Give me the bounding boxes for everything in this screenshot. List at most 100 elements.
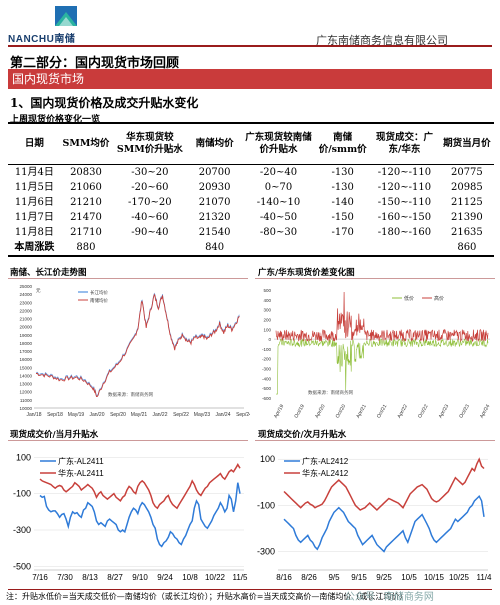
x-tick-label: 11/5 [233,573,249,582]
y-tick-label: 25000 [19,284,32,289]
x-tick-label: 10/15 [424,573,445,582]
y-tick-label: 0 [268,337,271,342]
x-tick-label: 10/8 [182,573,198,582]
table-cell: 21060 [70,182,102,193]
x-tick-label: Jan/20 [89,412,104,418]
y-tick-label: -600 [262,396,272,401]
x-tick-label: 9/24 [157,573,173,582]
table-row: 11月5日 21060 -20~60 20930 0~70 -130 -120~-110 20… [8,180,494,195]
table-cell: 11月8日 [14,227,54,238]
y-tick-label: 20000 [19,325,32,330]
table-cell: -170~20 [128,197,172,208]
series-huadong-line [39,463,241,510]
table-cell: -40~50 [259,212,298,223]
y-tick-label: 23000 [19,300,32,305]
chart1-svg: 25000 24000 23000 22000 21000 20000 19000 18000… [19,284,250,418]
table-cell: 20985 [450,182,483,193]
table-cell: -150 [331,212,354,223]
y-tick-label: 24000 [19,292,32,297]
series-changjiang-line [35,292,240,396]
x-tick-label: Oct/22 [417,403,430,419]
y-tick-label: -100 [13,489,31,499]
x-tick-label: 7/30 [57,573,73,582]
x-tick-label: 8/27 [107,573,123,582]
y-tick-label: 11000 [20,398,33,403]
x-tick-label: Sep/18 [47,412,63,418]
chart3-title: 现货成交价/当月升贴水 [10,430,99,440]
y-tick-label: 300 [263,308,271,313]
y-tick-label: -100 [257,500,275,510]
series-guangdong-line [39,482,241,548]
x-tick-label: Oct/23 [458,403,471,419]
x-tick-label: Apr/21 [355,403,368,419]
table-cell: -80~30 [259,227,298,238]
col-east-premium: 华东现货较SMM价升贴水 [111,122,189,165]
y-tick-label: 15000 [19,365,32,370]
table-cell: 11月7日 [14,212,54,223]
table-cell: 21125 [450,197,483,208]
y-tick-label: -500 [13,561,31,571]
table-cell [240,240,317,257]
table-cell: 840 [188,240,241,257]
section-band: 国内现货市场 [8,69,492,89]
chart4-underline [255,440,495,441]
chart4-title: 现货成交价/次月升贴水 [258,430,347,440]
chart1-title: 南储、长江价走势图 [10,268,87,278]
table-cell: -120~-110 [377,167,432,178]
legend-label: 华东-AL2411 [58,468,104,478]
legend-label: 广东-AL2411 [58,456,104,466]
y-tick-label: 200 [263,317,271,322]
x-tick-label: 8/16 [276,573,292,582]
table-cell: 21635 [450,227,483,238]
x-tick-label: 10/25 [449,573,470,582]
series-guangdong-line [283,494,485,553]
col-gd-premium: 广东现货较南储价升贴水 [240,122,317,165]
table-cell: 本周涨跌 [8,240,61,257]
table-cell [316,240,370,257]
table-cell: -140~10 [256,197,301,208]
table-cell: 11月6日 [14,197,54,208]
x-tick-label: 7/16 [32,573,48,582]
y-tick-label: 12000 [19,390,32,395]
table-cell: -130 [331,182,354,193]
x-tick-label: May/21 [131,412,148,418]
x-tick-label: 10/5 [401,573,417,582]
table-cell: -180~-160 [377,227,432,238]
x-tick-label: 8/13 [82,573,98,582]
table-cell [369,240,440,257]
legend-label: 低价 [404,295,414,302]
logo-text: NANCHU南储 [8,34,76,45]
chart4-svg: 100 -100 -300 8/16 8/26 9/5 9/15 9/25 10/5 10/15 1… [257,454,492,582]
x-tick-label: May/19 [68,412,85,418]
table-cell: 0~70 [264,182,293,193]
table-cell: 21540 [198,227,231,238]
watermark-text: 公众号 · 南储商务网 [345,592,434,603]
table-row: 11月6日 21210 -170~20 21070 -140~10 -140 -150~-1… [8,195,494,210]
table-cell: 11月4日 [14,167,54,178]
table-cell: -130 [331,167,354,178]
y-tick-label: 14000 [19,373,32,378]
chart3-underline [8,440,248,441]
x-tick-label: Apr/22 [396,403,409,419]
table-cell: 21070 [198,197,231,208]
table-cell: -90~40 [131,227,169,238]
y-tick-label: 17000 [19,349,32,354]
table-cell: -20~40 [259,167,298,178]
unit-label: 元 [36,288,41,294]
x-tick-label: Apr/20 [314,403,327,419]
y-tick-label: 22000 [19,308,32,313]
x-tick-label: 9/15 [351,573,367,582]
chart1-underline [8,278,248,279]
col-smm: SMM均价 [60,122,112,165]
y-tick-label: 100 [263,327,271,332]
table-cell: 21470 [70,212,102,223]
source-label: 数据来源：南储商务网 [308,389,353,396]
table-cell: 21390 [450,212,483,223]
y-tick-label: 18000 [19,341,32,346]
col-trade: 现货成交：广东/华东 [369,122,440,165]
table-cell: 21710 [70,227,102,238]
x-tick-label: 9/25 [376,573,392,582]
x-tick-label: Apr/19 [273,403,286,419]
chart2-title: 广东/华东现货价差变化图 [258,268,355,278]
